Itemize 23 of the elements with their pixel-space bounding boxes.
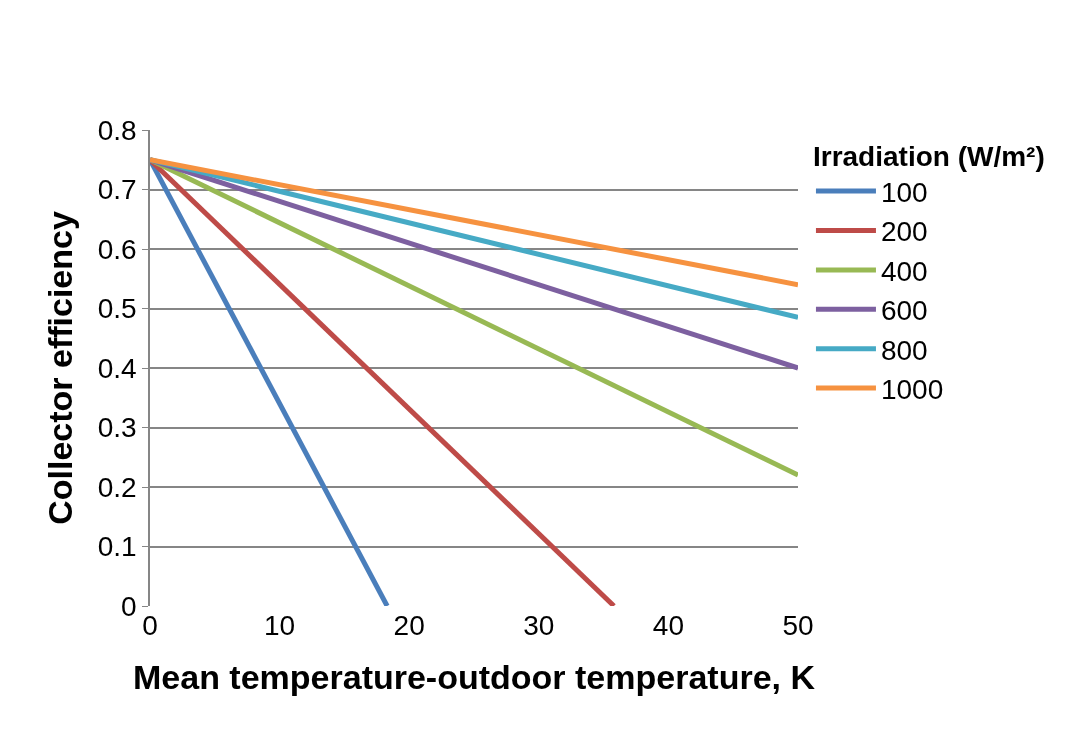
x-tick-label: 50 [782,610,814,641]
y-tick-label: 0.4 [97,352,137,384]
x-tick-label: 30 [523,610,555,641]
legend-label: 600 [880,295,928,327]
y-axis-title: Collector efficiency [40,211,79,525]
x-tick-label: 20 [393,610,425,641]
legend-label: 200 [880,216,928,248]
y-tick-label: 0.6 [97,233,137,265]
legend-label: 100 [880,177,928,209]
y-tick-label: 0.3 [97,412,137,444]
y-tick-label: 0.5 [97,293,137,325]
x-axis-title: Mean temperature-outdoor temperature, K [133,658,816,697]
y-tick-label: 0.8 [97,114,137,146]
legend-label: 400 [880,255,928,287]
x-tick-label: 10 [264,610,296,641]
legend-label: 1000 [880,374,944,406]
legend-title: Irradiation (W/m²) [812,141,1045,173]
y-tick-label: 0.2 [97,471,137,503]
y-tick-label: 0.7 [97,174,137,206]
legend-label: 800 [880,334,928,366]
x-tick-label: 0 [142,610,158,641]
y-tick-label: 0.1 [97,531,137,563]
x-tick-label: 40 [652,610,684,641]
